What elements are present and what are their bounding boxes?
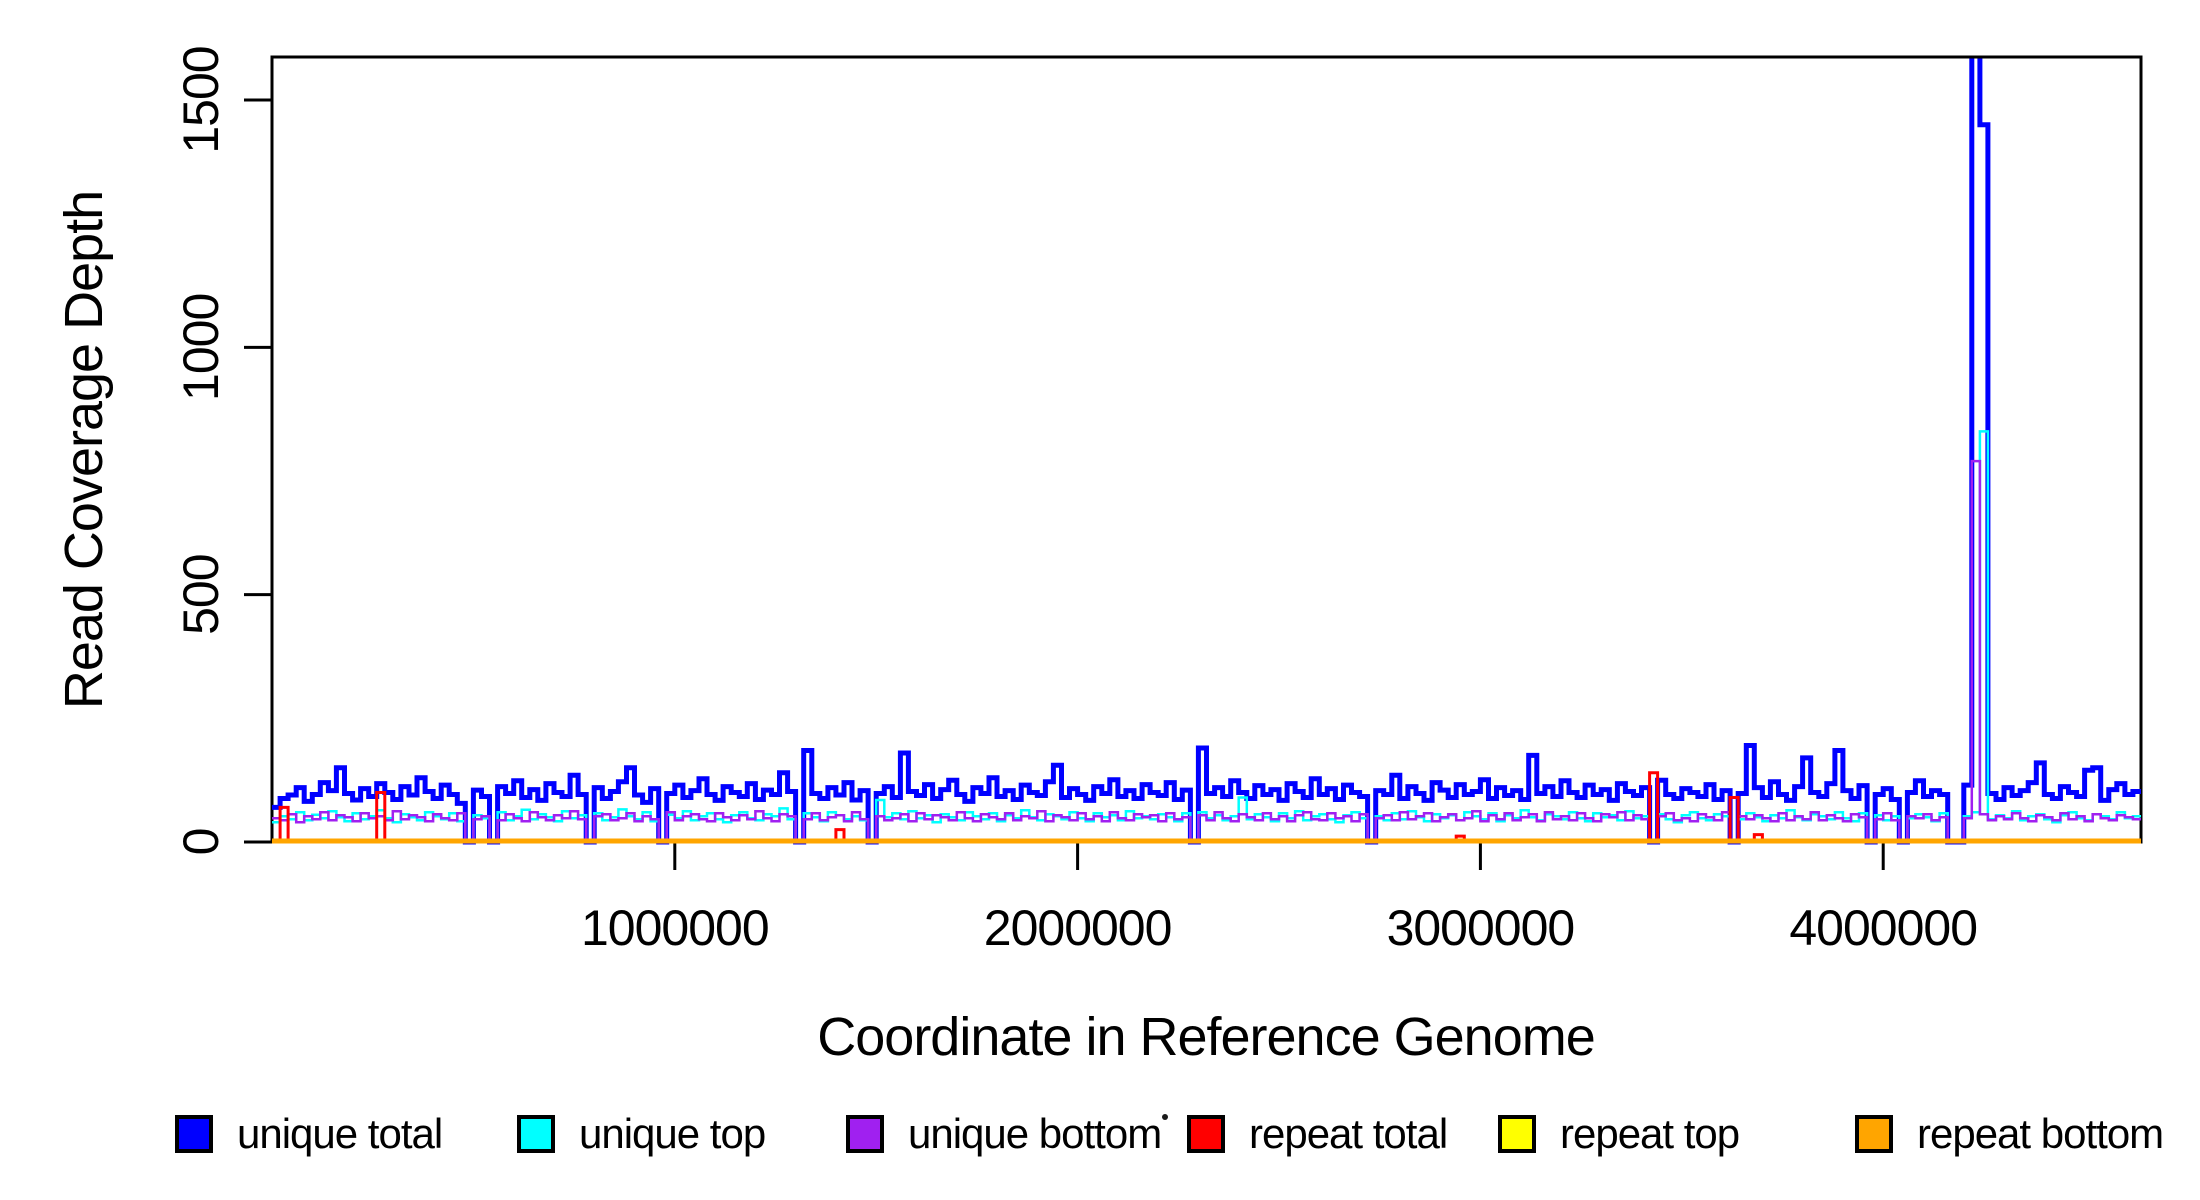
legend-label: repeat top <box>1560 1110 1740 1157</box>
repeat-total-swatch-icon <box>1187 1115 1225 1153</box>
legend-item-repeat-total: repeat total <box>1187 1110 1448 1157</box>
unique-bottom-swatch-icon <box>846 1115 884 1153</box>
unique-top-swatch-icon <box>517 1115 555 1153</box>
series-unique-bottom <box>272 459 2141 844</box>
legend-item-repeat-bottom: repeat bottom <box>1855 1110 2164 1157</box>
legend-item-unique-top: unique top <box>517 1110 766 1157</box>
y-tick-label: 1500 <box>173 46 229 153</box>
legend-item-unique-bottom: unique bottom <box>846 1110 1162 1157</box>
legend-item-repeat-top: repeat top <box>1498 1110 1740 1157</box>
x-axis-ticks: 1000000 2000000 3000000 4000000 <box>581 842 1978 956</box>
legend-label: unique total <box>237 1110 443 1157</box>
x-tick-label: 2000000 <box>984 900 1172 956</box>
plot-frame <box>270 55 2143 844</box>
y-axis-title: Read Coverage Depth <box>54 190 114 710</box>
stray-dot-artifact <box>1162 1114 1168 1120</box>
repeat-bottom-swatch-icon <box>1855 1115 1893 1153</box>
legend-label: unique top <box>579 1110 766 1157</box>
y-axis-ticks: 0 500 1000 1500 <box>173 46 272 855</box>
repeat-top-swatch-icon <box>1498 1115 1536 1153</box>
series-group <box>272 57 2141 845</box>
y-tick-label: 500 <box>173 554 229 634</box>
unique-total-swatch-icon <box>175 1115 213 1153</box>
legend-label: unique bottom <box>908 1110 1162 1157</box>
legend-label: repeat bottom <box>1917 1110 2164 1157</box>
series-unique-total <box>272 57 2141 845</box>
legend-item-unique-total: unique total <box>175 1110 443 1157</box>
y-tick-label: 1000 <box>173 294 229 401</box>
y-tick-label: 0 <box>173 829 229 856</box>
x-tick-label: 3000000 <box>1387 900 1575 956</box>
x-axis-title: Coordinate in Reference Genome <box>817 1007 1595 1067</box>
legend-label: repeat total <box>1249 1110 1448 1157</box>
x-tick-label: 1000000 <box>581 900 769 956</box>
x-tick-label: 4000000 <box>1789 900 1977 956</box>
